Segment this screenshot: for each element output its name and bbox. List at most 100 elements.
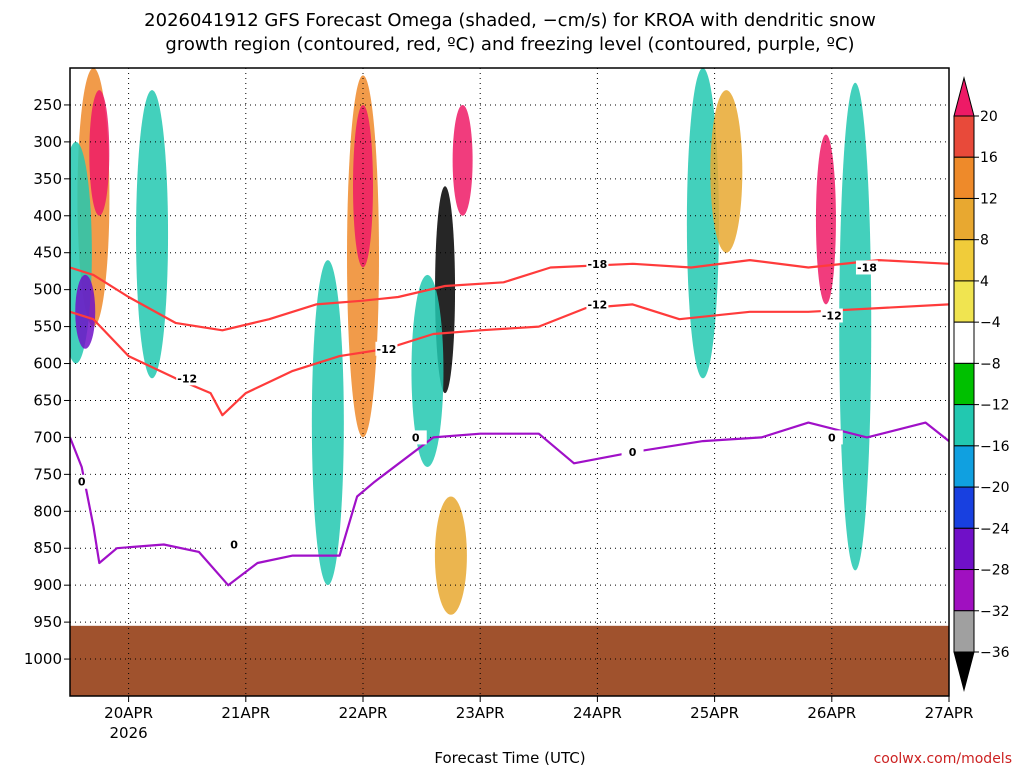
colorbar-swatch <box>953 239 975 282</box>
colorbar-label: −12 <box>980 398 1010 414</box>
colorbar-swatch <box>953 569 975 612</box>
x-axis-label: Forecast Time (UTC) <box>434 749 585 767</box>
omega-region-12 <box>686 68 719 379</box>
contour-label-bg <box>586 256 609 271</box>
contour-label: 0 <box>828 431 836 444</box>
colorbar-swatch <box>953 321 975 364</box>
y-tick-label: 450 <box>33 244 62 262</box>
y-tick-label: 350 <box>33 170 62 188</box>
x-tick-label: 21APR <box>221 704 270 722</box>
colorbar-swatch <box>953 486 975 529</box>
contour-label: 0 <box>78 476 86 489</box>
credit-link[interactable]: coolwx.com/models <box>874 751 1012 767</box>
contour-label: -18 <box>587 258 607 271</box>
omega-region-7 <box>311 260 344 586</box>
colorbar-label: −16 <box>980 439 1010 455</box>
omega-region-13 <box>815 134 836 305</box>
contour-label: 0 <box>629 446 637 459</box>
contour-line-0 <box>70 259 949 332</box>
colorbar-swatch <box>953 156 975 199</box>
colorbar-label: 8 <box>980 233 989 249</box>
y-tick-label: 700 <box>33 428 62 446</box>
x-tick-label: 27APR <box>925 704 974 722</box>
chart-title-line1: 2026041912 GFS Forecast Omega (shaded, −… <box>144 10 876 31</box>
y-tick-label: 400 <box>33 207 62 225</box>
y-tick-label: 550 <box>33 318 62 336</box>
x-tick-sublabel: 2026 <box>110 724 148 742</box>
x-tick-label: 26APR <box>807 704 856 722</box>
colorbar-top-arrow <box>953 76 975 117</box>
y-tick-label: 900 <box>33 576 62 594</box>
colorbar-label: 4 <box>980 274 989 290</box>
colorbar-label: −28 <box>980 563 1010 579</box>
contour-label-bg <box>404 430 427 445</box>
x-axis: 20APR 2026 21APR 22APR 23APR 24APR 25APR 26APR 2… <box>104 696 973 742</box>
colorbar-label: −4 <box>980 315 1001 331</box>
colorbar: 20 16 12 8 4 −4 −8 −12 −16 −20 −24 −28 −32 −36 <box>953 76 1010 692</box>
contour-label: -12 <box>587 298 607 311</box>
omega-region-10 <box>452 104 473 216</box>
colorbar-swatch <box>953 197 975 241</box>
colorbar-bottom-arrow <box>953 651 975 692</box>
plot-frame <box>69 67 950 697</box>
contour-label: 0 <box>230 539 238 552</box>
contour-label: -18 <box>857 261 877 274</box>
colorbar-swatch <box>953 115 975 158</box>
colorbar-swatch <box>953 445 975 488</box>
colorbar-label: 12 <box>980 191 998 207</box>
omega-region-15 <box>710 90 743 253</box>
y-tick-label: 750 <box>33 465 62 483</box>
colorbar-label: −24 <box>980 521 1010 537</box>
y-tick-label: 1000 <box>24 650 62 668</box>
x-tick-label: 23APR <box>456 704 505 722</box>
colorbar-label: 16 <box>980 150 998 166</box>
contours: -18 -18 -12 -12 -12 -12 0 0 0 0 0 <box>70 256 949 587</box>
contour-label-bg <box>820 430 843 445</box>
y-tick-label: 950 <box>33 613 62 631</box>
contour-label-bg <box>375 341 398 356</box>
contour-label-bg <box>176 371 199 386</box>
contour-label-bg <box>223 537 246 552</box>
y-tick-label: 500 <box>33 281 62 299</box>
y-axis: 250 300 350 400 450 500 550 600 650 700 750 800 850 9… <box>24 96 70 668</box>
colorbar-label: −8 <box>980 356 1001 372</box>
omega-region-4 <box>136 90 169 379</box>
omega-region-9 <box>411 274 444 467</box>
x-tick-label: 20APR <box>104 704 153 722</box>
y-tick-label: 800 <box>33 502 62 520</box>
colorbar-swatch <box>953 610 975 653</box>
colorbar-swatch <box>953 404 975 447</box>
colorbar-label: −32 <box>980 604 1010 620</box>
ground-layer <box>70 625 949 696</box>
contour-label-bg <box>820 308 843 323</box>
contour-label: -12 <box>377 343 397 356</box>
chart-title-line2: growth region (contoured, red, ºC) and f… <box>165 34 854 55</box>
y-tick-label: 850 <box>33 539 62 557</box>
y-tick-label: 650 <box>33 391 62 409</box>
contour-line-2 <box>70 421 949 587</box>
omega-region-1 <box>89 90 110 216</box>
contour-label: -12 <box>822 310 842 323</box>
plot-area <box>70 68 949 696</box>
contour-label: 0 <box>412 431 420 444</box>
contour-label-bg <box>621 445 644 460</box>
colorbar-label: −36 <box>980 645 1010 661</box>
y-tick-label: 250 <box>33 96 62 114</box>
x-tick-label: 25APR <box>690 704 739 722</box>
colorbar-swatch <box>953 362 975 406</box>
contour-label: -12 <box>177 372 197 385</box>
omega-region-3 <box>75 274 96 349</box>
colorbar-swatch <box>953 280 975 323</box>
contour-label-bg <box>855 260 878 275</box>
x-tick-label: 24APR <box>573 704 622 722</box>
omega-region-6 <box>353 104 373 268</box>
x-tick-label: 22APR <box>339 704 388 722</box>
contour-label-bg <box>586 297 609 312</box>
contour-label-bg <box>70 474 93 489</box>
omega-region-11 <box>434 496 467 615</box>
y-tick-label: 600 <box>33 355 62 373</box>
colorbar-label: −20 <box>980 480 1010 496</box>
colorbar-label: 20 <box>980 109 998 125</box>
colorbar-swatch <box>953 527 975 571</box>
